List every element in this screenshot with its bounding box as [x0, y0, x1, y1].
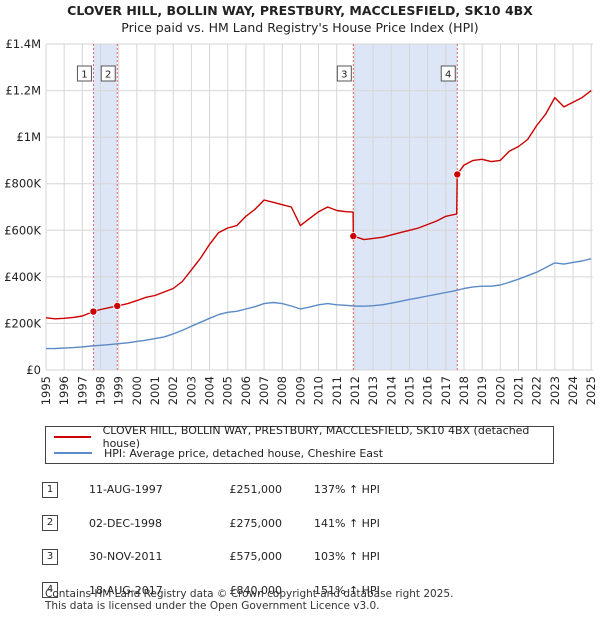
sale-marker-box — [336, 65, 352, 82]
table-row: 3 30-NOV-2011 £575,000 103% ↑ HPI — [42, 540, 434, 574]
footer-attribution: Contains HM Land Registry data © Crown c… — [45, 588, 454, 612]
footer-license: This data is licensed under the Open Gov… — [45, 599, 380, 612]
sale-date: 11-AUG-1997 — [89, 483, 163, 497]
x-tick-label: 2015 — [402, 376, 416, 405]
sale-price: £575,000 — [229, 550, 283, 564]
x-tick-label: 2012 — [348, 376, 362, 405]
legend-swatch-property — [54, 436, 91, 438]
sale-hpi-change: 137% ↑ HPI — [314, 483, 380, 497]
x-tick-label: 2017 — [439, 376, 453, 405]
x-tick-label: 2021 — [511, 376, 525, 405]
sale-number-badge: 4 — [42, 582, 58, 599]
sale-point — [89, 307, 98, 316]
x-tick-label: 2024 — [566, 376, 580, 405]
legend-item-hpi: HPI: Average price, detached house, Ches… — [54, 445, 383, 461]
x-tick-label: 2006 — [239, 376, 253, 405]
y-tick-label: £600K — [4, 223, 41, 237]
legend-item-property: CLOVER HILL, BOLLIN WAY, PRESTBURY, MACC… — [54, 424, 553, 450]
hpi-line — [45, 258, 592, 350]
sale-marker-box — [100, 65, 116, 82]
sale-number-badge: 3 — [42, 548, 58, 565]
sale-marker-label: 4 — [445, 70, 451, 81]
x-tick-label: 2025 — [584, 376, 598, 405]
x-tick-label: 2010 — [312, 376, 326, 405]
y-tick-label: £1M — [16, 130, 41, 144]
footer-copyright: Contains HM Land Registry data © Crown c… — [45, 588, 454, 600]
legend-label-property: CLOVER HILL, BOLLIN WAY, PRESTBURY, MACC… — [102, 424, 530, 450]
x-tick-label: 2018 — [457, 376, 471, 405]
legend-swatch-hpi — [54, 452, 92, 454]
x-tick-label: 2008 — [275, 376, 289, 405]
sale-date: 30-NOV-2011 — [89, 550, 163, 564]
sale-point — [113, 301, 122, 310]
x-tick-label: 1998 — [94, 376, 108, 405]
x-tick-label: 2019 — [475, 376, 489, 405]
plot-area — [46, 44, 593, 370]
x-tick-label: 2004 — [203, 376, 217, 405]
legend-label-hpi: HPI: Average price, detached house, Ches… — [104, 446, 384, 460]
sale-number-badge: 1 — [42, 481, 58, 498]
sale-price: £840,000 — [229, 583, 283, 597]
x-tick-label: 2013 — [366, 376, 380, 405]
sale-price: £251,000 — [229, 483, 283, 497]
sale-marker-box — [76, 65, 92, 82]
x-tick-label: 2009 — [293, 376, 307, 405]
y-tick-label: £1.4M — [5, 37, 41, 51]
sale-marker-box — [440, 65, 456, 82]
sale-hpi-change: 151% ↑ HPI — [314, 583, 380, 597]
x-tick-label: 2005 — [221, 376, 235, 405]
x-tick-label: 2002 — [166, 376, 180, 405]
x-tick-label: 2014 — [384, 376, 398, 405]
table-row: 4 18-AUG-2017 £840,000 151% ↑ HPI — [42, 574, 434, 608]
x-tick-label: 1997 — [75, 376, 89, 405]
sales-table: 1 11-AUG-1997 £251,000 137% ↑ HPI 2 02-D… — [42, 473, 434, 607]
y-tick-label: £400K — [4, 270, 41, 284]
x-tick-label: 2011 — [330, 376, 344, 405]
x-tick-label: 2003 — [184, 376, 198, 405]
x-tick-label: 2000 — [130, 376, 144, 405]
x-tick-label: 2020 — [493, 376, 507, 405]
x-tick-label: 2023 — [548, 376, 562, 405]
sale-date: 02-DEC-1998 — [89, 516, 163, 530]
x-tick-label: 1995 — [39, 376, 53, 405]
property-price-line — [45, 90, 592, 320]
x-tick-label: 2022 — [530, 376, 544, 405]
sale-point — [349, 232, 358, 241]
sale-marker-label: 2 — [105, 70, 111, 81]
y-tick-label: £800K — [4, 177, 41, 191]
sale-date: 18-AUG-2017 — [89, 583, 163, 597]
shaded-period — [353, 44, 458, 370]
x-tick-label: 1999 — [112, 376, 126, 405]
shaded-period — [93, 44, 118, 370]
sale-marker-label: 1 — [81, 70, 87, 81]
table-row: 2 02-DEC-1998 £275,000 141% ↑ HPI — [42, 507, 434, 541]
sale-point — [453, 170, 462, 179]
chart-subtitle: Price paid vs. HM Land Registry's House … — [121, 20, 479, 35]
x-tick-label: 2007 — [257, 376, 271, 405]
x-tick-label: 2001 — [148, 376, 162, 405]
x-tick-label: 2016 — [421, 376, 435, 405]
sale-hpi-change: 103% ↑ HPI — [314, 550, 380, 564]
y-tick-label: £200K — [4, 316, 41, 330]
sale-number-badge: 2 — [42, 515, 58, 532]
sale-price: £275,000 — [229, 516, 283, 530]
chart-title: CLOVER HILL, BOLLIN WAY, PRESTBURY, MACC… — [67, 3, 533, 18]
chart-legend: CLOVER HILL, BOLLIN WAY, PRESTBURY, MACC… — [45, 424, 554, 464]
sale-hpi-change: 141% ↑ HPI — [314, 516, 380, 530]
price-chart: 1 2 3 4 £0 £200K £400K £600K £800K £1M £1.2M £1.4M… — [4, 37, 598, 405]
y-tick-label: £1.2M — [5, 84, 41, 98]
y-tick-label: £0 — [26, 363, 41, 377]
table-row: 1 11-AUG-1997 £251,000 137% ↑ HPI — [42, 473, 434, 507]
sale-marker-label: 3 — [341, 70, 347, 81]
x-tick-label: 1996 — [57, 376, 71, 405]
